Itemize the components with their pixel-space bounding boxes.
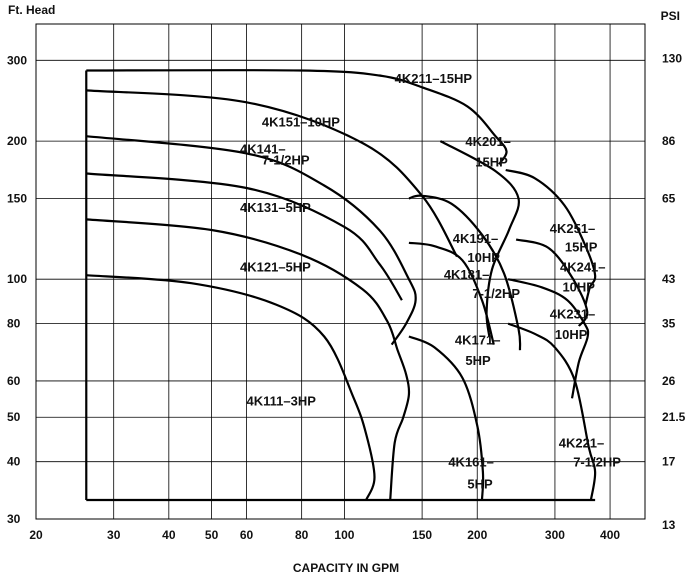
- x-tick-label: 80: [295, 528, 309, 542]
- curve-label: 4K131–5HP: [240, 200, 311, 215]
- y-axis-label-left: Ft. Head: [8, 3, 55, 17]
- x-tick-label: 50: [205, 528, 219, 542]
- plot-frame: [35, 23, 646, 520]
- curve-label: 4K171–: [455, 333, 501, 348]
- x-tick-label: 300: [545, 528, 565, 542]
- curves: [85, 69, 597, 502]
- x-tick-label: 100: [334, 528, 354, 542]
- curve-label: 15HP: [565, 239, 598, 254]
- curve-label: 10HP: [467, 250, 500, 265]
- psi-tick-label: 26: [662, 374, 676, 388]
- curve-label: 4K121–5HP: [240, 259, 311, 274]
- curve-4k151-10hp: [86, 89, 458, 258]
- curve-label: 15HP: [475, 155, 508, 170]
- curve-label: 4K161–: [448, 455, 494, 470]
- curve-label: 10HP: [555, 327, 588, 342]
- x-axis-label: CAPACITY IN GPM: [293, 561, 399, 575]
- grid: [36, 24, 645, 520]
- x-tick-label: 40: [162, 528, 176, 542]
- x-tick-label: 60: [240, 528, 254, 542]
- y-tick-label: 150: [7, 191, 27, 205]
- curve-4k131-5hp: [86, 172, 403, 301]
- curve-label: 5HP: [465, 353, 491, 368]
- curve-label: 7-1/2HP: [573, 455, 621, 470]
- curve-label: 4K201–: [465, 134, 511, 149]
- curve-4k171-5hp: [408, 335, 485, 501]
- y-tick-label: 50: [7, 410, 21, 424]
- y-tick-label: 300: [7, 53, 27, 67]
- y-tick-label: 40: [7, 455, 21, 469]
- curve-label: 4K251–: [550, 221, 596, 236]
- curve-4k191-10hp: [408, 194, 522, 351]
- x-tick-label: 400: [600, 528, 620, 542]
- curve-label: 7-1/2HP: [262, 152, 310, 167]
- curve-4k241-10hp: [515, 238, 589, 327]
- curve-label: 5HP: [467, 476, 493, 491]
- curve-label: 10HP: [562, 279, 595, 294]
- psi-tick-label: 65: [662, 191, 676, 205]
- y-tick-label: 60: [7, 374, 21, 388]
- psi-tick-label: 35: [662, 317, 676, 331]
- curve-label: 4K141–: [240, 141, 286, 156]
- curve-4k181-7-1-2hp: [408, 241, 495, 345]
- x-tick-label: 200: [467, 528, 487, 542]
- curve-label: 4K221–: [559, 435, 605, 450]
- curve-labels: 4K211–15HP4K151–10HP4K141–7-1/2HP4K201–1…: [240, 71, 621, 492]
- curve-4k141-7-1-2hp: [86, 135, 417, 346]
- psi-tick-label: 130: [662, 51, 682, 65]
- curve-4k111-3hp: [86, 274, 376, 501]
- curve-label: 4K231–: [550, 307, 596, 322]
- curve-4k211-15hp: [86, 69, 508, 165]
- curve-4k221-7-1-2hp: [507, 322, 597, 501]
- curve-label: 4K181–: [444, 267, 490, 282]
- y-tick-label: 30: [7, 512, 21, 526]
- psi-tick-label: 21.5: [662, 410, 686, 424]
- curve-label: 7-1/2HP: [472, 286, 520, 301]
- y-tick-label: 100: [7, 272, 27, 286]
- ticks: 20 30 40 50 60 80 100 150 200 300 400 30 40 50 60 80 100…: [7, 51, 686, 542]
- curve-4k251-15hp: [505, 168, 597, 305]
- x-tick-label: 30: [107, 528, 121, 542]
- psi-tick-label: 13: [662, 518, 676, 532]
- curve-label: 4K211–15HP: [395, 71, 473, 86]
- curve-4k231-10hp: [507, 278, 590, 399]
- psi-tick-label: 86: [662, 134, 676, 148]
- curve-label: 4K241–: [560, 259, 606, 274]
- curve-label: 4K151–10HP: [262, 115, 340, 130]
- x-tick-label: 20: [29, 528, 43, 542]
- y-tick-label: 80: [7, 317, 21, 331]
- psi-tick-label: 43: [662, 272, 676, 286]
- psi-tick-label: 17: [662, 455, 676, 469]
- x-tick-label: 150: [412, 528, 432, 542]
- y-axis-label-right: PSI: [661, 9, 680, 23]
- y-tick-label: 200: [7, 134, 27, 148]
- curve-label: 4K111–3HP: [247, 394, 317, 409]
- curve-label: 4K191–: [453, 231, 499, 246]
